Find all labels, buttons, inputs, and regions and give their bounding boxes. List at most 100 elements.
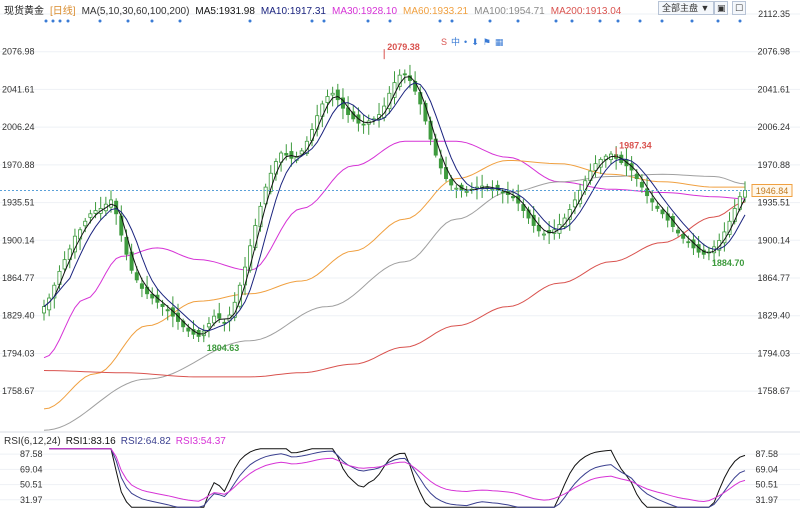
candle-body[interactable] <box>511 196 516 199</box>
candle-body[interactable] <box>335 89 340 101</box>
ma60-value: MA60:1933.21 <box>403 6 469 17</box>
candle-body[interactable] <box>454 187 459 190</box>
candle-body[interactable] <box>186 327 191 332</box>
candle-body[interactable] <box>124 236 129 255</box>
event-marker <box>554 19 558 23</box>
candle-body[interactable] <box>217 313 222 319</box>
price-tick-label: 2006.24 <box>757 122 790 132</box>
candle-body[interactable] <box>114 200 119 215</box>
price-axis-left: 2076.98 2041.61 2006.24 1970.88 1935.51 1900.… <box>2 47 35 396</box>
tool-grid-icon[interactable]: ▦ <box>494 37 504 47</box>
annotation-label-low: 1804.63 <box>207 343 240 353</box>
candle-body[interactable] <box>206 323 211 328</box>
candle-body[interactable] <box>83 220 88 227</box>
candle-body[interactable] <box>330 92 335 96</box>
candle-body[interactable] <box>572 199 577 208</box>
candle-body[interactable] <box>160 303 165 307</box>
candle-body[interactable] <box>743 190 747 198</box>
candle-body[interactable] <box>634 173 639 179</box>
layout-icon: ▣ <box>717 3 726 13</box>
candle-body[interactable] <box>222 321 227 324</box>
candle-body[interactable] <box>263 186 268 205</box>
ma-label[interactable]: MA(5,10,30,60,100,200) <box>81 6 190 17</box>
candle-body[interactable] <box>717 240 722 251</box>
candle-body[interactable] <box>325 96 330 103</box>
candle-body[interactable] <box>681 234 686 239</box>
candle-body[interactable] <box>284 153 289 156</box>
candle-body[interactable] <box>645 188 650 197</box>
price-tick-label-left: 1935.51 <box>2 198 35 208</box>
rsi-tick-label-left: 50.51 <box>20 480 43 490</box>
ma-line-ma100 <box>43 173 746 431</box>
rsi-tick-label-left: 31.97 <box>20 495 43 505</box>
candle-body[interactable] <box>500 191 505 194</box>
candle-body[interactable] <box>165 309 170 312</box>
annotation-toolbar: S 中 • ⬇ ⚑ ▦ <box>441 35 507 48</box>
candle-body[interactable] <box>289 151 294 159</box>
candle-body[interactable] <box>639 181 644 188</box>
tool-dot-icon[interactable]: • <box>464 37 468 47</box>
candle-body[interactable] <box>52 284 57 299</box>
candle-body[interactable] <box>134 272 139 281</box>
candle-body[interactable] <box>660 209 665 215</box>
price-tick-label-left: 1970.88 <box>2 160 35 170</box>
rsi-tick-label: 69.04 <box>755 464 778 474</box>
event-marker <box>66 19 70 23</box>
candle-body[interactable] <box>361 123 366 126</box>
tool-s-icon[interactable]: S <box>441 37 448 47</box>
candle-body[interactable] <box>397 74 402 87</box>
period-label[interactable]: [日线] <box>50 6 76 17</box>
rsi2-value: RSI2:64.82 <box>120 436 171 447</box>
rsi-label[interactable]: RSI(6,12,24) <box>4 436 61 447</box>
candle-body[interactable] <box>170 307 175 317</box>
event-marker <box>450 19 454 23</box>
candle-body[interactable] <box>109 199 114 208</box>
annotation-label-high: 2079.38 <box>387 42 420 52</box>
candle-body[interactable] <box>129 251 134 271</box>
candle-body[interactable] <box>541 233 546 236</box>
candle-body[interactable] <box>675 229 680 234</box>
layout-toggle-button[interactable]: ▣ <box>714 1 728 15</box>
candle-body[interactable] <box>464 190 469 193</box>
candle-body[interactable] <box>650 198 655 203</box>
candle-body[interactable] <box>686 241 691 244</box>
candle-body[interactable] <box>402 73 407 76</box>
tool-zhong-icon[interactable]: 中 <box>451 37 461 47</box>
tool-flag-icon[interactable]: ⚑ <box>482 37 491 47</box>
event-marker <box>438 19 442 23</box>
candle-body[interactable] <box>42 306 46 314</box>
candle-body[interactable] <box>212 315 217 324</box>
main-chart-select[interactable]: 全部主盘 ▼ <box>658 1 714 15</box>
candle-body[interactable] <box>268 172 273 192</box>
candle-body[interactable] <box>655 205 660 209</box>
candle-body[interactable] <box>593 163 598 171</box>
price-annotations: 2079.38 1987.34 1804.63 1884.70 <box>203 42 745 353</box>
tool-arrow-icon[interactable]: ⬇ <box>471 37 479 47</box>
candle-body[interactable] <box>258 205 263 228</box>
candle-body[interactable] <box>150 293 155 299</box>
candle-body[interactable] <box>449 179 454 186</box>
price-tick-label-left: 2006.24 <box>2 122 35 132</box>
price-tick-label: 2076.98 <box>757 47 790 57</box>
annotation-label-low: 1884.70 <box>712 258 745 268</box>
fullscreen-button[interactable]: ☐ <box>732 1 746 15</box>
candle-body[interactable] <box>139 283 144 289</box>
candle-body[interactable] <box>72 235 77 253</box>
event-marker <box>98 19 102 23</box>
event-marker <box>716 19 720 23</box>
candlesticks[interactable] <box>42 64 747 343</box>
candle-body[interactable] <box>438 158 443 169</box>
candle-body[interactable] <box>88 213 93 218</box>
rsi1-value: RSI1:83.16 <box>65 436 116 447</box>
price-tick-label: 1935.51 <box>757 198 790 208</box>
candle-body[interactable] <box>93 210 98 214</box>
candle-body[interactable] <box>47 297 52 311</box>
candle-body[interactable] <box>62 259 67 270</box>
candle-body[interactable] <box>392 82 397 98</box>
candle-body[interactable] <box>299 150 304 155</box>
ma10-value: MA10:1917.31 <box>260 6 326 17</box>
rsi-axis-left: 87.58 69.04 50.51 31.97 <box>20 449 43 505</box>
chevron-down-icon: ▼ <box>700 3 710 13</box>
candle-body[interactable] <box>423 102 428 122</box>
rsi3-line <box>49 448 746 503</box>
